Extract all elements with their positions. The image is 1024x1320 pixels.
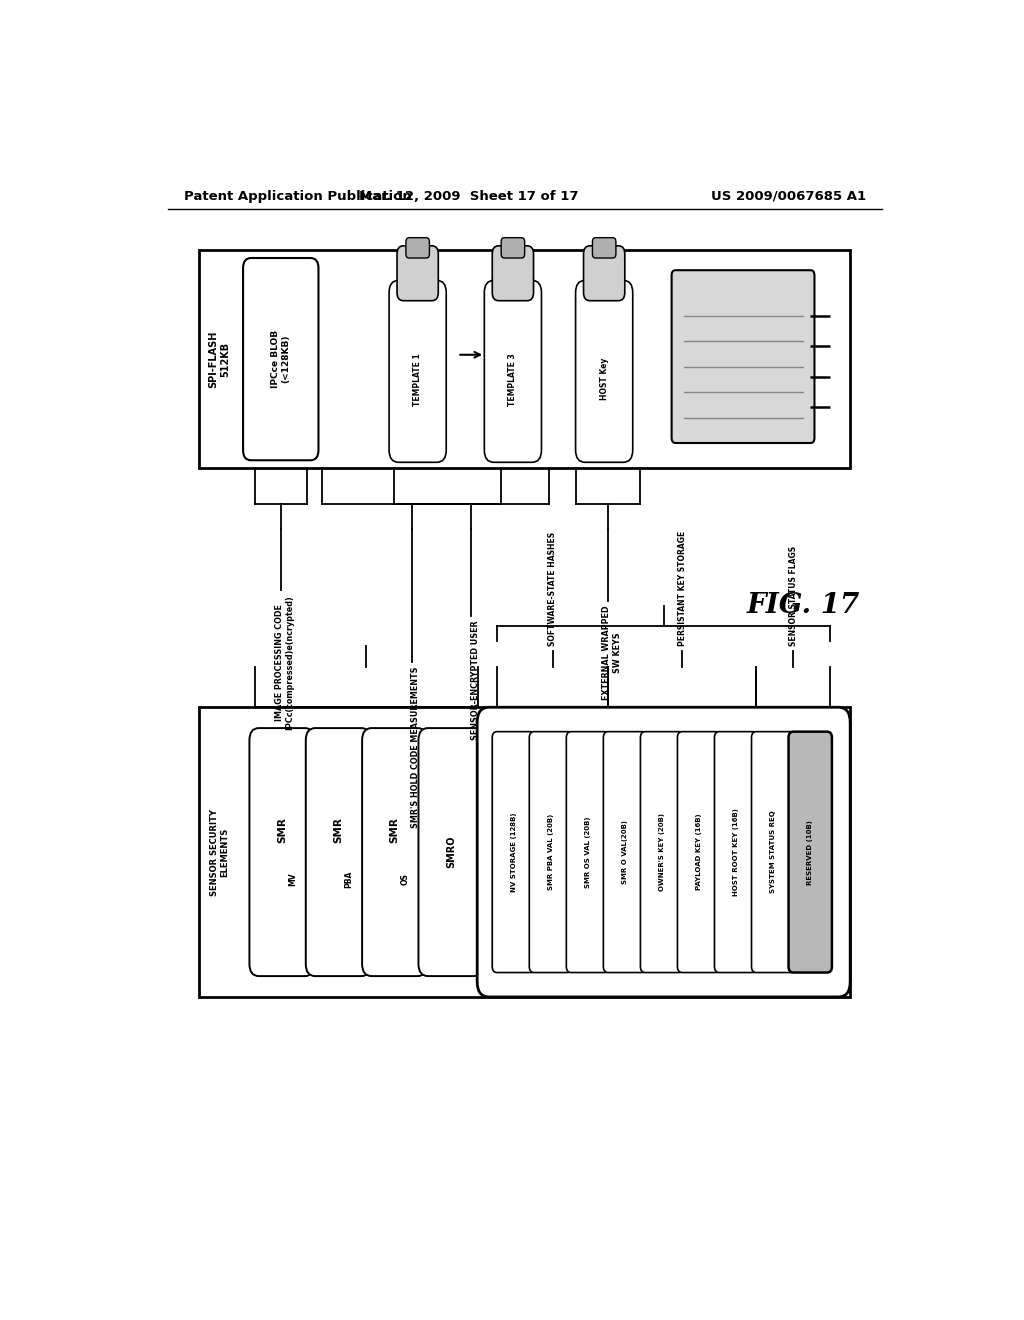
- FancyBboxPatch shape: [575, 280, 633, 462]
- Text: HOST Key: HOST Key: [600, 358, 608, 400]
- Text: SMR'S HOLD CODE MEASUREMENTS: SMR'S HOLD CODE MEASUREMENTS: [412, 667, 420, 828]
- Text: SMR OS VAL (20B): SMR OS VAL (20B): [585, 816, 591, 888]
- Text: SMRO: SMRO: [446, 836, 456, 869]
- Text: FIG. 17: FIG. 17: [748, 593, 860, 619]
- FancyBboxPatch shape: [200, 249, 850, 469]
- FancyBboxPatch shape: [419, 729, 483, 975]
- FancyBboxPatch shape: [200, 708, 850, 997]
- FancyBboxPatch shape: [529, 731, 572, 973]
- Text: SMR O VAL(20B): SMR O VAL(20B): [622, 820, 628, 884]
- FancyBboxPatch shape: [362, 729, 427, 975]
- FancyBboxPatch shape: [406, 238, 429, 257]
- Text: RESERVED (10B): RESERVED (10B): [807, 820, 813, 884]
- FancyBboxPatch shape: [640, 731, 684, 973]
- FancyBboxPatch shape: [584, 246, 625, 301]
- Text: Patent Application Publication: Patent Application Publication: [183, 190, 412, 202]
- Text: OS: OS: [400, 873, 410, 884]
- FancyBboxPatch shape: [493, 246, 534, 301]
- FancyBboxPatch shape: [493, 731, 536, 973]
- FancyBboxPatch shape: [389, 280, 446, 462]
- FancyBboxPatch shape: [715, 731, 758, 973]
- Text: TEMPLATE 1: TEMPLATE 1: [413, 352, 422, 405]
- Text: SMR: SMR: [276, 817, 287, 842]
- FancyBboxPatch shape: [250, 729, 314, 975]
- FancyBboxPatch shape: [306, 729, 371, 975]
- FancyBboxPatch shape: [593, 238, 615, 257]
- FancyBboxPatch shape: [672, 271, 814, 444]
- FancyBboxPatch shape: [678, 731, 721, 973]
- Text: TEMPLATE 3: TEMPLATE 3: [508, 352, 517, 405]
- Text: SMR PBA VAL (20B): SMR PBA VAL (20B): [548, 814, 554, 890]
- FancyBboxPatch shape: [566, 731, 609, 973]
- FancyBboxPatch shape: [788, 731, 831, 973]
- Text: OWNER'S KEY (20B): OWNER'S KEY (20B): [659, 813, 666, 891]
- Text: US 2009/0067685 A1: US 2009/0067685 A1: [711, 190, 866, 202]
- FancyBboxPatch shape: [477, 708, 850, 997]
- Text: SOFTWARE-STATE HASHES: SOFTWARE-STATE HASHES: [548, 532, 557, 647]
- FancyBboxPatch shape: [501, 238, 524, 257]
- Text: PAYLOAD KEY (16B): PAYLOAD KEY (16B): [696, 814, 702, 891]
- Text: SENSOR-ENCRYPTED USER: SENSOR-ENCRYPTED USER: [471, 620, 479, 741]
- FancyBboxPatch shape: [397, 246, 438, 301]
- FancyBboxPatch shape: [484, 280, 542, 462]
- Text: MV: MV: [288, 873, 297, 886]
- FancyBboxPatch shape: [603, 731, 647, 973]
- FancyBboxPatch shape: [243, 257, 318, 461]
- Text: SMR: SMR: [333, 817, 343, 842]
- Text: PBA: PBA: [344, 870, 353, 887]
- Text: PERSISTANT KEY STORAGE: PERSISTANT KEY STORAGE: [678, 531, 687, 647]
- Text: IPCce BLOB
(<128KB): IPCce BLOB (<128KB): [271, 330, 291, 388]
- Text: NV STORAGE (128B): NV STORAGE (128B): [511, 812, 517, 892]
- Text: SMR: SMR: [390, 817, 399, 842]
- Text: IMAGE PROCESSING CODE
IPCc(compressed)e(ncrypted): IMAGE PROCESSING CODE IPCc(compressed)e(…: [275, 595, 295, 730]
- Text: Mar. 12, 2009  Sheet 17 of 17: Mar. 12, 2009 Sheet 17 of 17: [359, 190, 579, 202]
- Text: EXTERNAL WRAPPED
SW KEYS: EXTERNAL WRAPPED SW KEYS: [602, 606, 622, 700]
- Text: SPI-FLASH
512KB: SPI-FLASH 512KB: [209, 330, 230, 388]
- Text: HOST ROOT KEY (16B): HOST ROOT KEY (16B): [733, 808, 739, 896]
- Text: SENSOR SECURITY
ELEMENTS: SENSOR SECURITY ELEMENTS: [210, 809, 229, 895]
- Text: SYSTEM STATUS REQ: SYSTEM STATUS REQ: [770, 810, 776, 894]
- Text: SENSOR STATUS FLAGS: SENSOR STATUS FLAGS: [788, 546, 798, 647]
- FancyBboxPatch shape: [752, 731, 795, 973]
